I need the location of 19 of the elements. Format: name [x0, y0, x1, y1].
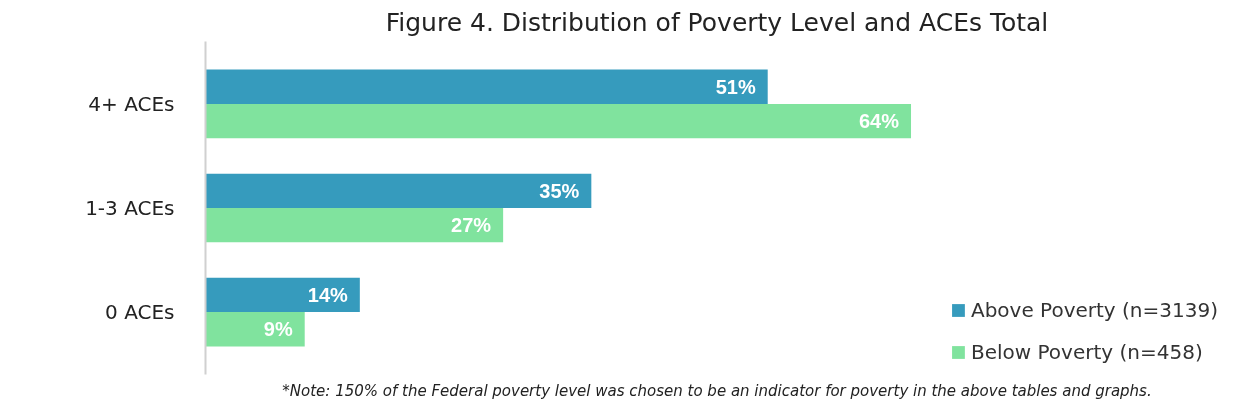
- text: *Note: 150% of the Federal poverty level was chosen to be an indicator for poverty in the above tables and graphs.: [282, 381, 1152, 400]
- bar: [205, 173, 592, 208]
- chart-title: Figure 4. Distribution of Poverty Level and ACEs Total: [385, 7, 1049, 37]
- bar: [205, 277, 360, 313]
- data-label: 35%: [539, 179, 580, 202]
- bar: [205, 208, 504, 243]
- data-label: 14%: [307, 283, 349, 306]
- bar: [205, 103, 912, 139]
- data-label: 27%: [451, 214, 492, 237]
- legend-label: Below Poverty (n=458): [970, 340, 1203, 364]
- y-tick-label: 4+ ACEs: [88, 91, 175, 116]
- bar: [205, 312, 305, 347]
- data-label: 9%: [263, 318, 293, 341]
- y-tick-label: 0 ACEs: [105, 300, 175, 325]
- data-label: 64%: [858, 110, 900, 133]
- data-label: 51%: [715, 75, 756, 98]
- bar: [205, 69, 768, 104]
- y-tick-label: 1-3 ACEs: [85, 196, 175, 220]
- legend-label: Above Poverty (n=3139): [970, 298, 1218, 322]
